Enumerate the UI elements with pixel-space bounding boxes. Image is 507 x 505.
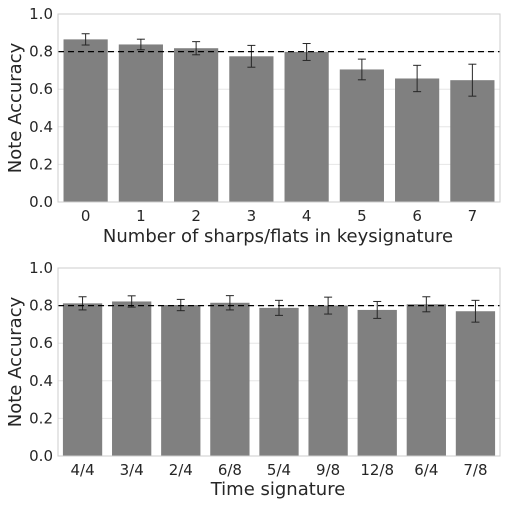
panel-2-x-tick-label: 2/4 (169, 461, 193, 479)
panel-1-y-tick-label: 0.4 (29, 118, 53, 136)
panel-2-bar (112, 301, 152, 456)
panel-1-bar (174, 48, 219, 202)
panel-2-y-tick-label: 0.4 (29, 372, 53, 390)
panel-2-y-tick-label: 0.0 (29, 447, 53, 465)
panel-1-x-tick-label: 7 (468, 207, 478, 225)
panel-2-x-tick-label: 5/4 (267, 461, 291, 479)
panel-1-bar (118, 44, 163, 203)
panel-1-bar (450, 80, 495, 202)
panel-2-y-tick-label: 1.0 (29, 259, 53, 277)
panel-2-x-tick-label: 6/4 (414, 461, 438, 479)
panel-2-bar (455, 311, 496, 456)
panel-2-x-tick-label: 6/8 (218, 461, 242, 479)
panel-1-bar (339, 69, 384, 203)
panel-1-x-tick-label: 5 (357, 207, 367, 225)
panel-1-x-tick-label: 0 (81, 207, 91, 225)
panel-2-x-tick-label: 7/8 (463, 461, 487, 479)
panel-2-x-tick-label: 12/8 (360, 461, 394, 479)
panel-1-x-axis-label: Number of sharps/flats in keysignature (103, 226, 453, 247)
panel-2-bar (62, 303, 103, 456)
panel-1-x-tick-label: 1 (136, 207, 146, 225)
panel-2-axes-frame (57, 267, 501, 457)
panel-1-bar (63, 39, 108, 202)
panel-2-bar (357, 309, 397, 456)
panel-1-x-tick-label: 3 (247, 207, 257, 225)
panel-2-bar (406, 304, 446, 456)
panel-1-bar (395, 78, 440, 202)
panel-2-x-tick-label: 4/4 (70, 461, 94, 479)
panel-1-y-tick-label: 0.2 (29, 155, 53, 173)
panel-1-axes-frame (57, 13, 501, 203)
panel-2-y-tick-label: 0.2 (29, 409, 53, 427)
panel-2-x-tick-label: 3/4 (120, 461, 144, 479)
panel-2-y-tick-label: 0.8 (29, 297, 53, 315)
panel-1-y-axis-label: Note Accuracy (5, 42, 26, 173)
panel-1-x-tick-label: 4 (302, 207, 312, 225)
panel-1-x-tick-label: 6 (412, 207, 422, 225)
panel-1-bar (284, 51, 329, 203)
panel-1-x-tick-label: 2 (191, 207, 201, 225)
panel-2-x-axis-label: Time signature (210, 479, 346, 500)
panel-1-y-tick-label: 0.8 (29, 43, 53, 61)
panel-2-x-tick-label: 9/8 (316, 461, 340, 479)
panel-2-y-axis-label: Note Accuracy (5, 296, 26, 427)
panel-1-y-tick-label: 0.6 (29, 80, 53, 98)
panel-1-y-tick-label: 1.0 (29, 5, 53, 23)
panel-2-bar (210, 302, 250, 456)
panel-2-bar (161, 305, 201, 456)
panel-1-bar (229, 56, 274, 202)
panel-2-y-tick-label: 0.6 (29, 334, 53, 352)
panel-2-bar (259, 307, 299, 456)
panel-1-y-tick-label: 0.0 (29, 193, 53, 211)
panel-2-bar (308, 305, 348, 456)
